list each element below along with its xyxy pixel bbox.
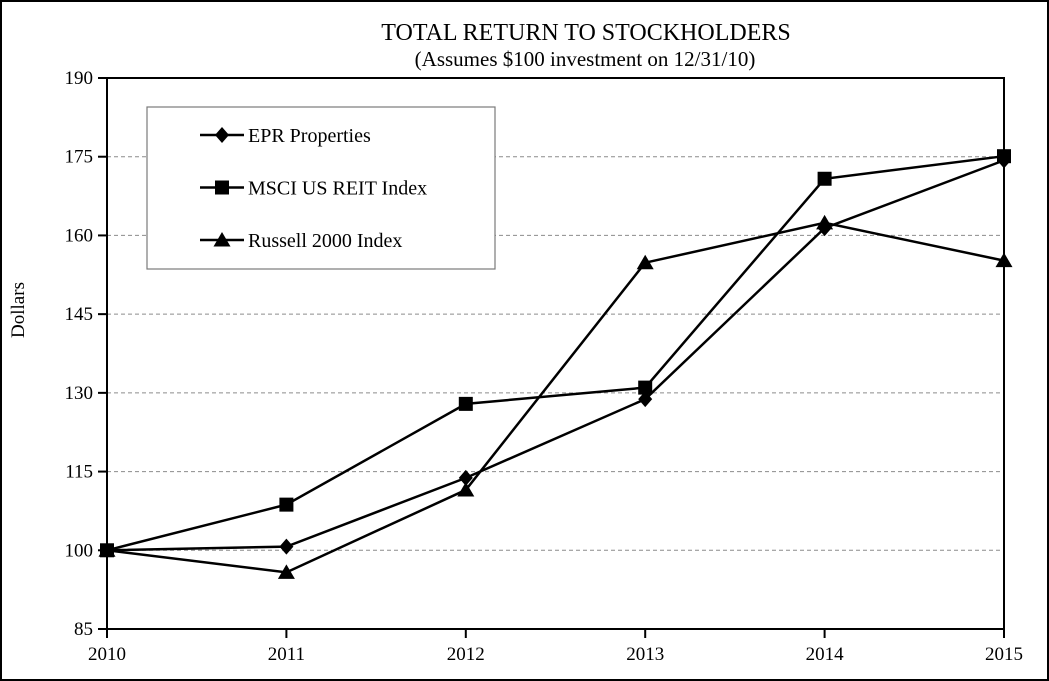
legend-label-russell-2000-index: Russell 2000 Index xyxy=(248,230,402,252)
legend: EPR Properties MSCI US REIT Index Russell … xyxy=(146,106,496,270)
marker-msci-us-reit-index-2011 xyxy=(279,497,294,512)
x-tick-label-2014: 2014 xyxy=(806,644,845,665)
marker-epr-properties-2012 xyxy=(458,469,473,486)
y-tick-label-145: 145 xyxy=(65,304,94,325)
y-tick-label-85: 85 xyxy=(74,619,93,640)
series-line-russell-2000-index xyxy=(106,221,1005,574)
y-tick-label-115: 115 xyxy=(65,462,93,483)
chart-subtitle: (Assumes $100 investment on 12/31/10) xyxy=(415,47,756,71)
marker-russell-2000-index-2012 xyxy=(457,481,475,497)
legend-label-epr-properties: EPR Properties xyxy=(248,125,371,147)
plot-frame xyxy=(106,77,1005,630)
legend-triangle-icon xyxy=(213,232,231,247)
legend-item-msci-us-reit-index: MSCI US REIT Index xyxy=(200,178,427,200)
legend-diamond-icon xyxy=(215,127,229,143)
legend-item-epr-properties: EPR Properties xyxy=(200,125,371,147)
x-tick-label-2011: 2011 xyxy=(268,644,305,665)
x-tick-label-2012: 2012 xyxy=(447,644,485,665)
marker-epr-properties-2011 xyxy=(279,538,294,555)
y-tick-label-130: 130 xyxy=(65,383,94,404)
series-line-epr-properties xyxy=(106,159,1005,552)
marker-russell-2000-index-2014 xyxy=(816,214,834,230)
series-line-msci-us-reit-index xyxy=(106,154,1005,552)
y-axis-label: Dollars xyxy=(8,282,29,338)
marker-msci-us-reit-index-2014 xyxy=(817,171,832,186)
marker-msci-us-reit-index-2012 xyxy=(458,396,473,411)
marker-russell-2000-index-2013 xyxy=(636,254,654,270)
x-tick-label-2015: 2015 xyxy=(985,644,1023,665)
y-tick-label-190: 190 xyxy=(65,68,94,89)
y-tick-label-100: 100 xyxy=(65,540,94,561)
chart-title: TOTAL RETURN TO STOCKHOLDERS xyxy=(381,20,790,46)
axes: 85 100 115 130 145 160 175 190 2010 2011 2012 2013 2… xyxy=(65,68,1024,665)
y-tick-label-175: 175 xyxy=(65,147,94,168)
marker-epr-properties-2013 xyxy=(638,391,653,408)
x-tick-label-2013: 2013 xyxy=(626,644,664,665)
marker-russell-2000-index-2011 xyxy=(277,564,295,579)
y-tick-label-160: 160 xyxy=(65,225,94,246)
legend-label-msci-us-reit-index: MSCI US REIT Index xyxy=(248,178,427,200)
marker-msci-us-reit-index-2013 xyxy=(638,380,653,395)
legend-square-icon xyxy=(215,180,229,195)
legend-item-russell-2000-index: Russell 2000 Index xyxy=(200,230,402,252)
x-tick-label-2010: 2010 xyxy=(88,644,126,665)
